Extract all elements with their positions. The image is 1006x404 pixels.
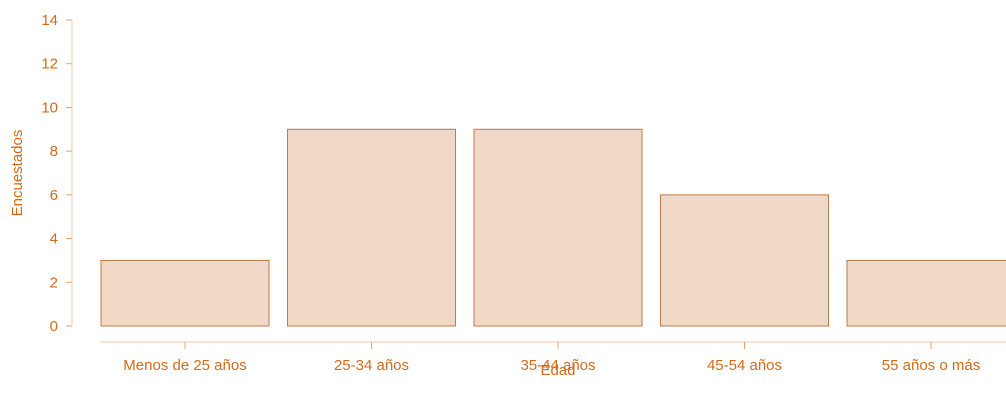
bar bbox=[473, 128, 643, 327]
y-axis-ticks: 0 2 4 6 8 10 12 14 bbox=[41, 12, 72, 335]
bar bbox=[660, 194, 829, 327]
x-tick-label: 45-54 años bbox=[707, 357, 782, 374]
x-axis-title: Edad bbox=[540, 362, 575, 379]
y-tick-label: 2 bbox=[50, 274, 58, 291]
y-axis-title: Encuestados bbox=[9, 130, 26, 217]
bars bbox=[100, 128, 1006, 327]
y-tick-label: 6 bbox=[50, 187, 58, 204]
bar bbox=[100, 259, 270, 327]
bar bbox=[846, 259, 1006, 327]
x-tick-label: Menos de 25 años bbox=[123, 357, 246, 374]
y-tick-label: 14 bbox=[41, 12, 58, 29]
y-tick-label: 12 bbox=[41, 56, 58, 73]
y-tick-label: 0 bbox=[50, 318, 58, 335]
x-tick-label: 55 años o más bbox=[882, 357, 980, 374]
x-tick-label: 35-44 años bbox=[520, 357, 595, 374]
x-tick-label: 25-34 años bbox=[334, 357, 409, 374]
y-tick-label: 8 bbox=[50, 143, 58, 160]
y-tick-label: 4 bbox=[50, 231, 58, 248]
x-axis-ticks: Menos de 25 años 25-34 años 35-44 años 45-5… bbox=[123, 342, 980, 374]
y-tick-label: 10 bbox=[41, 99, 58, 116]
bar bbox=[287, 128, 456, 327]
